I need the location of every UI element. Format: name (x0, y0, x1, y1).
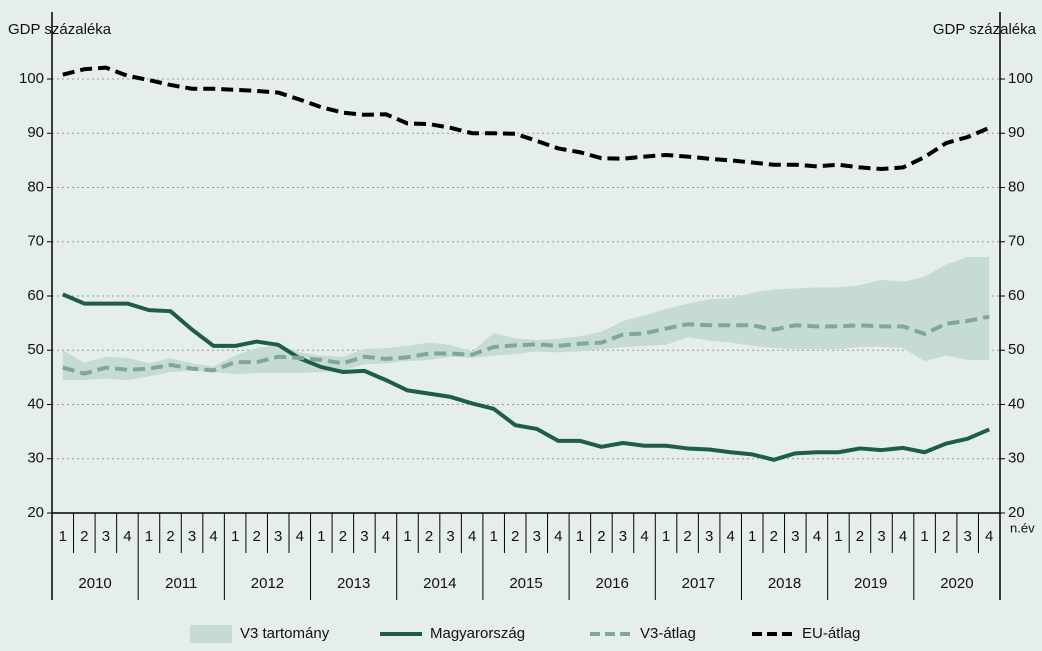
x-tick-label: 1 (576, 528, 584, 545)
legend-swatch (190, 625, 232, 643)
y-tick-label: 100 (19, 70, 44, 87)
y2-axis-label: GDP százaléka (933, 21, 1037, 38)
y2-tick-label: 40 (1008, 395, 1025, 412)
x-tick-label: 4 (382, 528, 390, 545)
y2-tick-label: 100 (1008, 70, 1033, 87)
x-tick-label: 1 (748, 528, 756, 545)
series-line (62, 314, 990, 376)
x-tick-label: 3 (791, 528, 799, 545)
x-tick-label: 3 (619, 528, 627, 545)
x-tick-label: 1 (231, 528, 239, 545)
x-tick-label: 3 (102, 528, 110, 545)
y-tick-label: 60 (27, 287, 44, 304)
series-line (61, 292, 991, 462)
y-tick-label: 20 (27, 504, 44, 521)
x-tick-label: 4 (727, 528, 735, 545)
series-line (62, 65, 991, 172)
y2-tick-label: 70 (1008, 233, 1025, 250)
x-group-label: 2011 (165, 575, 197, 592)
x-tick-label: 1 (145, 528, 153, 545)
x-tick-label: 1 (662, 528, 670, 545)
x-group-label: 2013 (337, 575, 370, 592)
x-tick-label: 3 (446, 528, 454, 545)
x-tick-label: 3 (274, 528, 282, 545)
legend-label: V3 tartomány (240, 625, 330, 642)
x-group-label: 2018 (768, 575, 801, 592)
x-tick-label: 4 (899, 528, 907, 545)
x-tick-label: 2 (511, 528, 519, 545)
legend-label: V3-átlag (640, 625, 696, 642)
x-group-label: 2020 (940, 575, 973, 592)
y-tick-label: 50 (27, 341, 44, 358)
x-group-label: 2014 (423, 575, 456, 592)
y2-tick-label: 50 (1008, 341, 1025, 358)
x-group-label: 2019 (854, 575, 887, 592)
y-tick-label: 90 (27, 124, 44, 141)
x-axis-label: n.év (1010, 520, 1035, 535)
x-tick-label: 3 (705, 528, 713, 545)
x-group-label: 2017 (682, 575, 715, 592)
x-group-label: 2012 (251, 575, 284, 592)
x-tick-label: 1 (59, 528, 67, 545)
x-tick-label: 4 (813, 528, 821, 545)
x-tick-label: 4 (640, 528, 648, 545)
x-tick-label: 2 (597, 528, 605, 545)
x-tick-label: 2 (80, 528, 88, 545)
x-tick-label: 1 (403, 528, 411, 545)
x-tick-label: 4 (985, 528, 993, 545)
x-group-label: 2016 (595, 575, 628, 592)
x-tick-label: 2 (770, 528, 778, 545)
x-tick-label: 2 (683, 528, 691, 545)
x-tick-label: 3 (964, 528, 972, 545)
y-tick-label: 80 (27, 178, 44, 195)
x-tick-label: 1 (490, 528, 498, 545)
x-tick-label: 4 (123, 528, 131, 545)
x-tick-label: 3 (188, 528, 196, 545)
x-group-label: 2010 (78, 575, 111, 592)
x-tick-label: 4 (209, 528, 217, 545)
x-tick-label: 2 (339, 528, 347, 545)
x-tick-label: 3 (360, 528, 368, 545)
x-tick-label: 1 (317, 528, 325, 545)
y-tick-label: 30 (27, 450, 44, 467)
x-group-label: 2015 (509, 575, 542, 592)
x-tick-label: 1 (920, 528, 928, 545)
x-tick-label: 2 (856, 528, 864, 545)
x-tick-label: 4 (554, 528, 562, 545)
legend-label: EU-átlag (802, 625, 860, 642)
y-tick-label: 70 (27, 233, 44, 250)
legend-label: Magyarország (430, 625, 525, 642)
x-tick-label: 3 (877, 528, 885, 545)
x-tick-label: 2 (253, 528, 261, 545)
y-tick-label: 40 (27, 395, 44, 412)
x-tick-label: 4 (468, 528, 476, 545)
y2-tick-label: 60 (1008, 287, 1025, 304)
x-tick-label: 3 (533, 528, 541, 545)
y2-tick-label: 90 (1008, 124, 1025, 141)
y2-tick-label: 20 (1008, 504, 1025, 521)
y-axis-label: GDP százaléka (8, 21, 112, 38)
x-tick-label: 2 (425, 528, 433, 545)
x-tick-label: 2 (942, 528, 950, 545)
x-tick-label: 2 (166, 528, 174, 545)
y2-tick-label: 30 (1008, 450, 1025, 467)
x-tick-label: 4 (296, 528, 304, 545)
y2-tick-label: 80 (1008, 178, 1025, 195)
x-tick-label: 1 (834, 528, 842, 545)
